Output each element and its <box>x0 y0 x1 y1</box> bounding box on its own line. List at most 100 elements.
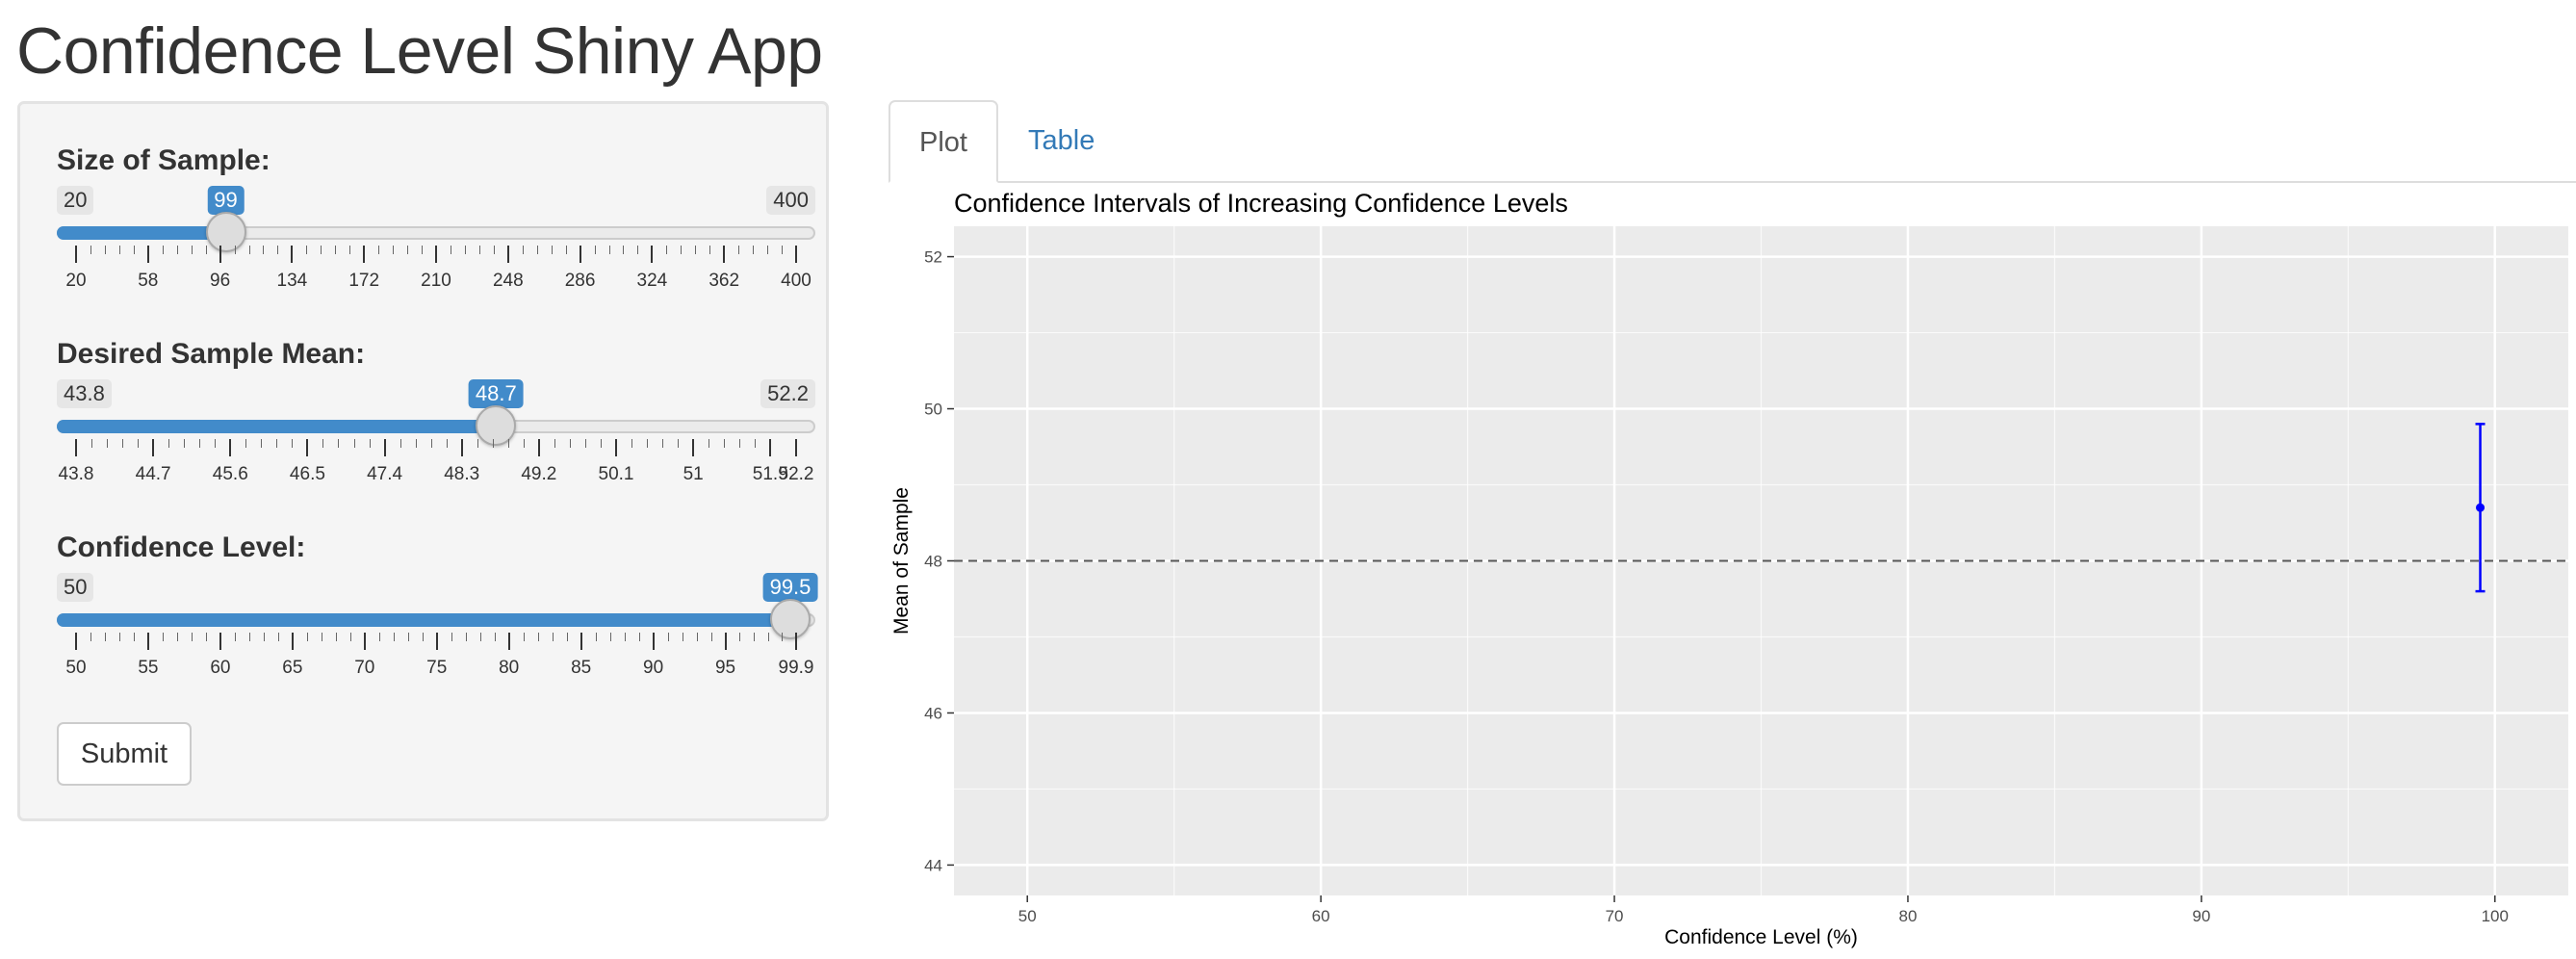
sample-size-minor-tick <box>666 246 668 254</box>
confidence-level-minor-tick <box>306 633 308 641</box>
submit-button[interactable]: Submit <box>57 722 192 786</box>
sample-mean-tick <box>769 439 772 456</box>
y-tick-label: 52 <box>924 248 942 267</box>
sample-mean-minor-tick <box>739 439 741 448</box>
sample-mean-tick <box>795 439 797 456</box>
x-tick-label: 50 <box>1018 907 1037 925</box>
confidence-level-slider[interactable]: Confidence Level: 50 99.5 50 55 60 65 70 75 80… <box>57 531 818 705</box>
sample-size-minor-tick <box>378 246 380 254</box>
sample-size-minor-tick <box>277 246 279 254</box>
confidence-level-tick-label: 90 <box>643 658 664 678</box>
confidence-level-handle[interactable] <box>770 599 811 639</box>
confidence-level-minor-tick <box>104 633 106 641</box>
y-tick-label: 50 <box>924 401 942 419</box>
confidence-level-minor-tick <box>349 633 351 641</box>
sample-mean-tick-label: 44.7 <box>135 464 171 484</box>
confidence-level-minor-tick <box>422 633 424 641</box>
sample-mean-tick-label: 45.6 <box>212 464 248 484</box>
sample-size-tick <box>363 246 366 263</box>
sample-mean-minor-tick <box>724 439 726 448</box>
confidence-level-tick-label: 70 <box>354 658 375 678</box>
sample-mean-label: Desired Sample Mean: <box>57 338 366 370</box>
sample-size-minor-tick <box>767 246 769 254</box>
confidence-level-minor-tick <box>90 633 91 641</box>
sample-size-tick <box>579 246 581 263</box>
sample-mean-min-badge: 43.8 <box>57 379 112 408</box>
sample-size-minor-tick <box>522 246 524 254</box>
confidence-level-minor-tick <box>739 633 741 641</box>
confidence-level-minor-tick <box>537 633 539 641</box>
confidence-level-tick-label: 55 <box>138 658 159 678</box>
sample-size-minor-tick <box>90 246 91 254</box>
sample-mean-minor-tick <box>122 439 124 448</box>
confidence-level-minor-tick <box>710 633 712 641</box>
sample-size-label: Size of Sample: <box>57 144 270 176</box>
sample-size-tick <box>291 246 294 263</box>
sample-size-minor-tick <box>234 246 236 254</box>
sample-mean-minor-tick <box>399 439 401 448</box>
sample-mean-minor-tick <box>631 439 633 448</box>
sample-size-tick <box>435 246 437 263</box>
sample-size-minor-tick <box>738 246 740 254</box>
sample-size-minor-tick <box>407 246 409 254</box>
sample-size-tick-label: 210 <box>421 271 451 291</box>
sample-mean-tick <box>692 439 695 456</box>
sample-size-tick <box>651 246 654 263</box>
sample-size-minor-tick <box>133 246 135 254</box>
tab-table[interactable]: Table <box>1028 125 1095 156</box>
sample-mean-minor-tick <box>446 439 448 448</box>
sample-size-slider[interactable]: Size of Sample: 20 400 99 20 58 96 134 172 21… <box>57 144 815 318</box>
sample-size-minor-tick <box>393 246 395 254</box>
confidence-level-tick <box>724 633 727 650</box>
x-tick-label: 100 <box>2482 907 2509 925</box>
sample-mean-tick-label: 47.4 <box>367 464 403 484</box>
confidence-level-minor-tick <box>552 633 554 641</box>
confidence-level-minor-tick <box>248 633 250 641</box>
sample-size-minor-tick <box>637 246 639 254</box>
sample-size-tick <box>146 246 149 263</box>
sample-size-handle[interactable] <box>205 212 246 252</box>
sample-mean-slider[interactable]: Desired Sample Mean: 43.8 52.2 48.7 43.8… <box>57 338 815 511</box>
sample-mean-tick <box>229 439 232 456</box>
chart-title: Confidence Intervals of Increasing Confi… <box>954 189 1568 218</box>
confidence-level-tick <box>219 633 221 650</box>
sample-mean-minor-tick <box>138 439 140 448</box>
sample-size-minor-tick <box>335 246 337 254</box>
confidence-level-minor-tick <box>494 633 496 641</box>
sample-mean-minor-tick <box>647 439 649 448</box>
sample-size-minor-tick <box>263 246 265 254</box>
confidence-level-minor-tick <box>624 633 626 641</box>
sample-mean-minor-tick <box>215 439 217 448</box>
data-point <box>2476 503 2486 512</box>
confidence-level-tick-label: 85 <box>571 658 592 678</box>
sample-size-minor-tick <box>205 246 207 254</box>
sample-mean-fill <box>57 420 497 433</box>
confidence-level-minor-tick <box>378 633 380 641</box>
sample-size-tick-label: 362 <box>708 271 740 291</box>
sample-size-minor-tick <box>709 246 711 254</box>
tab-plot[interactable]: Plot <box>889 100 998 183</box>
sample-size-minor-tick <box>191 246 193 254</box>
confidence-level-min-badge: 50 <box>57 573 94 602</box>
x-tick-label: 90 <box>2192 907 2210 925</box>
x-tick-label: 80 <box>1898 907 1917 925</box>
confidence-level-minor-tick <box>566 633 568 641</box>
x-tick-label: 60 <box>1312 907 1330 925</box>
sample-size-tick-label: 400 <box>781 271 811 291</box>
confidence-level-minor-tick <box>234 633 236 641</box>
sample-mean-handle[interactable] <box>476 405 517 446</box>
sample-mean-minor-tick <box>322 439 324 448</box>
sidebar-panel: Size of Sample: 20 400 99 20 58 96 134 172 21… <box>17 101 829 821</box>
sample-size-tick <box>723 246 726 263</box>
sample-size-tick <box>795 246 797 263</box>
sample-mean-minor-tick <box>554 439 555 448</box>
sample-mean-minor-tick <box>415 439 417 448</box>
sample-size-tick-label: 96 <box>210 271 231 291</box>
confidence-level-minor-tick <box>638 633 640 641</box>
sample-size-minor-tick <box>782 246 784 254</box>
confidence-level-tick-label: 65 <box>282 658 303 678</box>
sample-mean-minor-tick <box>507 439 509 448</box>
confidence-level-minor-tick <box>667 633 669 641</box>
sample-size-fill <box>57 226 226 240</box>
sample-mean-minor-tick <box>338 439 340 448</box>
